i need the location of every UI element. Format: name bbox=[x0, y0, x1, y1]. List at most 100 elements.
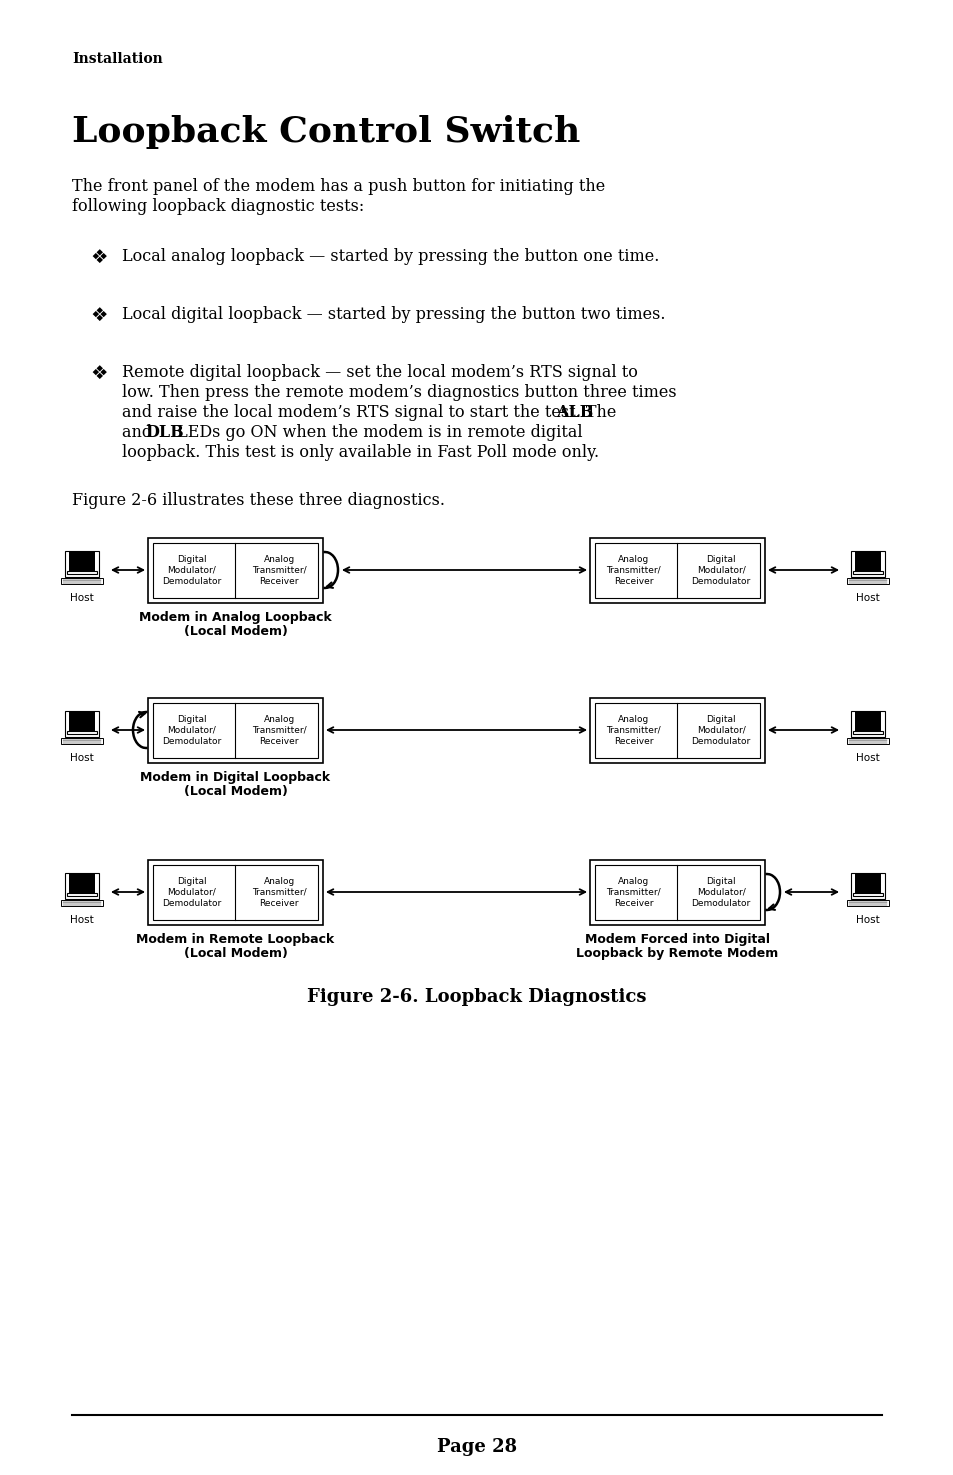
Text: LEDs go ON when the modem is in remote digital: LEDs go ON when the modem is in remote d… bbox=[172, 423, 582, 441]
Text: Local analog loopback — started by pressing the button one time.: Local analog loopback — started by press… bbox=[122, 248, 659, 266]
Text: Analog: Analog bbox=[263, 714, 294, 724]
Text: Loopback by Remote Modem: Loopback by Remote Modem bbox=[576, 947, 778, 960]
Bar bbox=[854, 552, 880, 572]
Text: Digital: Digital bbox=[176, 876, 207, 885]
Bar bbox=[846, 900, 888, 906]
Text: (Local Modem): (Local Modem) bbox=[183, 624, 287, 637]
Text: Digital: Digital bbox=[176, 555, 207, 563]
Text: ALB: ALB bbox=[556, 404, 593, 420]
Bar bbox=[69, 712, 95, 732]
Bar bbox=[69, 875, 95, 894]
Bar bbox=[852, 732, 882, 735]
Text: Analog: Analog bbox=[263, 876, 294, 885]
Bar bbox=[852, 571, 882, 574]
Text: Demodulator: Demodulator bbox=[691, 736, 750, 745]
Text: ❖: ❖ bbox=[90, 248, 108, 267]
Text: DLB: DLB bbox=[145, 423, 183, 441]
Text: Transmitter/: Transmitter/ bbox=[252, 726, 306, 735]
Text: Digital: Digital bbox=[706, 714, 736, 724]
Text: Page 28: Page 28 bbox=[436, 1438, 517, 1456]
Text: (Local Modem): (Local Modem) bbox=[183, 947, 287, 960]
Text: Host: Host bbox=[71, 914, 93, 925]
Bar bbox=[152, 864, 317, 919]
Text: ❖: ❖ bbox=[90, 305, 108, 324]
Bar bbox=[67, 892, 97, 895]
Text: Receiver: Receiver bbox=[259, 577, 298, 586]
Text: and raise the local modem’s RTS signal to start the test. The: and raise the local modem’s RTS signal t… bbox=[122, 404, 620, 420]
Bar bbox=[67, 732, 97, 735]
Text: Modem in Analog Loopback: Modem in Analog Loopback bbox=[139, 611, 332, 624]
Bar bbox=[65, 711, 99, 738]
Bar bbox=[61, 738, 103, 743]
Text: Digital: Digital bbox=[706, 876, 736, 885]
Text: Host: Host bbox=[855, 593, 879, 603]
Text: Host: Host bbox=[855, 754, 879, 763]
Text: loopback. This test is only available in Fast Poll mode only.: loopback. This test is only available in… bbox=[122, 444, 598, 462]
Bar bbox=[67, 571, 97, 574]
Text: Digital: Digital bbox=[176, 714, 207, 724]
Bar bbox=[152, 543, 317, 597]
Text: Demodulator: Demodulator bbox=[162, 577, 221, 586]
Text: following loopback diagnostic tests:: following loopback diagnostic tests: bbox=[71, 198, 364, 215]
Text: Figure 2-6. Loopback Diagnostics: Figure 2-6. Loopback Diagnostics bbox=[307, 988, 646, 1006]
Text: Modulator/: Modulator/ bbox=[696, 888, 745, 897]
Text: Transmitter/: Transmitter/ bbox=[606, 726, 660, 735]
Bar bbox=[589, 698, 764, 763]
Text: The front panel of the modem has a push button for initiating the: The front panel of the modem has a push … bbox=[71, 178, 604, 195]
Text: Receiver: Receiver bbox=[614, 736, 653, 745]
Text: Host: Host bbox=[855, 914, 879, 925]
Text: Transmitter/: Transmitter/ bbox=[252, 888, 306, 897]
Bar bbox=[148, 537, 323, 602]
Text: Local digital loopback — started by pressing the button two times.: Local digital loopback — started by pres… bbox=[122, 305, 665, 323]
Text: Analog: Analog bbox=[618, 876, 649, 885]
Bar bbox=[61, 578, 103, 584]
Text: Analog: Analog bbox=[618, 555, 649, 563]
Bar bbox=[595, 702, 760, 758]
Text: Demodulator: Demodulator bbox=[162, 736, 221, 745]
Bar bbox=[854, 712, 880, 732]
Text: Loopback Control Switch: Loopback Control Switch bbox=[71, 115, 579, 149]
Text: Analog: Analog bbox=[618, 714, 649, 724]
Text: Analog: Analog bbox=[263, 555, 294, 563]
Text: Transmitter/: Transmitter/ bbox=[606, 565, 660, 574]
Text: Installation: Installation bbox=[71, 52, 163, 66]
Text: Modulator/: Modulator/ bbox=[696, 565, 745, 574]
Bar bbox=[148, 698, 323, 763]
Text: Receiver: Receiver bbox=[259, 898, 298, 907]
Bar bbox=[850, 873, 884, 898]
Bar bbox=[152, 702, 317, 758]
Text: low. Then press the remote modem’s diagnostics button three times: low. Then press the remote modem’s diagn… bbox=[122, 384, 676, 401]
Bar bbox=[854, 875, 880, 894]
Bar bbox=[65, 873, 99, 898]
Bar bbox=[148, 860, 323, 925]
Text: Host: Host bbox=[71, 754, 93, 763]
Text: ❖: ❖ bbox=[90, 364, 108, 384]
Text: Digital: Digital bbox=[706, 555, 736, 563]
Bar bbox=[850, 711, 884, 738]
Bar bbox=[846, 738, 888, 743]
Bar bbox=[852, 892, 882, 895]
Text: Receiver: Receiver bbox=[614, 898, 653, 907]
Text: Modulator/: Modulator/ bbox=[167, 888, 216, 897]
Text: Host: Host bbox=[71, 593, 93, 603]
Text: Receiver: Receiver bbox=[614, 577, 653, 586]
Bar bbox=[589, 860, 764, 925]
Text: Transmitter/: Transmitter/ bbox=[606, 888, 660, 897]
Text: Modem Forced into Digital: Modem Forced into Digital bbox=[584, 932, 769, 945]
Bar bbox=[850, 552, 884, 577]
Text: Demodulator: Demodulator bbox=[162, 898, 221, 907]
Bar bbox=[846, 578, 888, 584]
Text: (Local Modem): (Local Modem) bbox=[183, 785, 287, 798]
Text: and: and bbox=[122, 423, 157, 441]
Text: Modulator/: Modulator/ bbox=[696, 726, 745, 735]
Bar bbox=[69, 552, 95, 572]
Text: Modulator/: Modulator/ bbox=[167, 726, 216, 735]
Bar bbox=[589, 537, 764, 602]
Text: Modulator/: Modulator/ bbox=[167, 565, 216, 574]
Bar bbox=[595, 864, 760, 919]
Text: Figure 2-6 illustrates these three diagnostics.: Figure 2-6 illustrates these three diagn… bbox=[71, 493, 444, 509]
Bar bbox=[65, 552, 99, 577]
Text: Remote digital loopback — set the local modem’s RTS signal to: Remote digital loopback — set the local … bbox=[122, 364, 638, 381]
Text: Modem in Digital Loopback: Modem in Digital Loopback bbox=[140, 770, 331, 783]
Text: Receiver: Receiver bbox=[259, 736, 298, 745]
